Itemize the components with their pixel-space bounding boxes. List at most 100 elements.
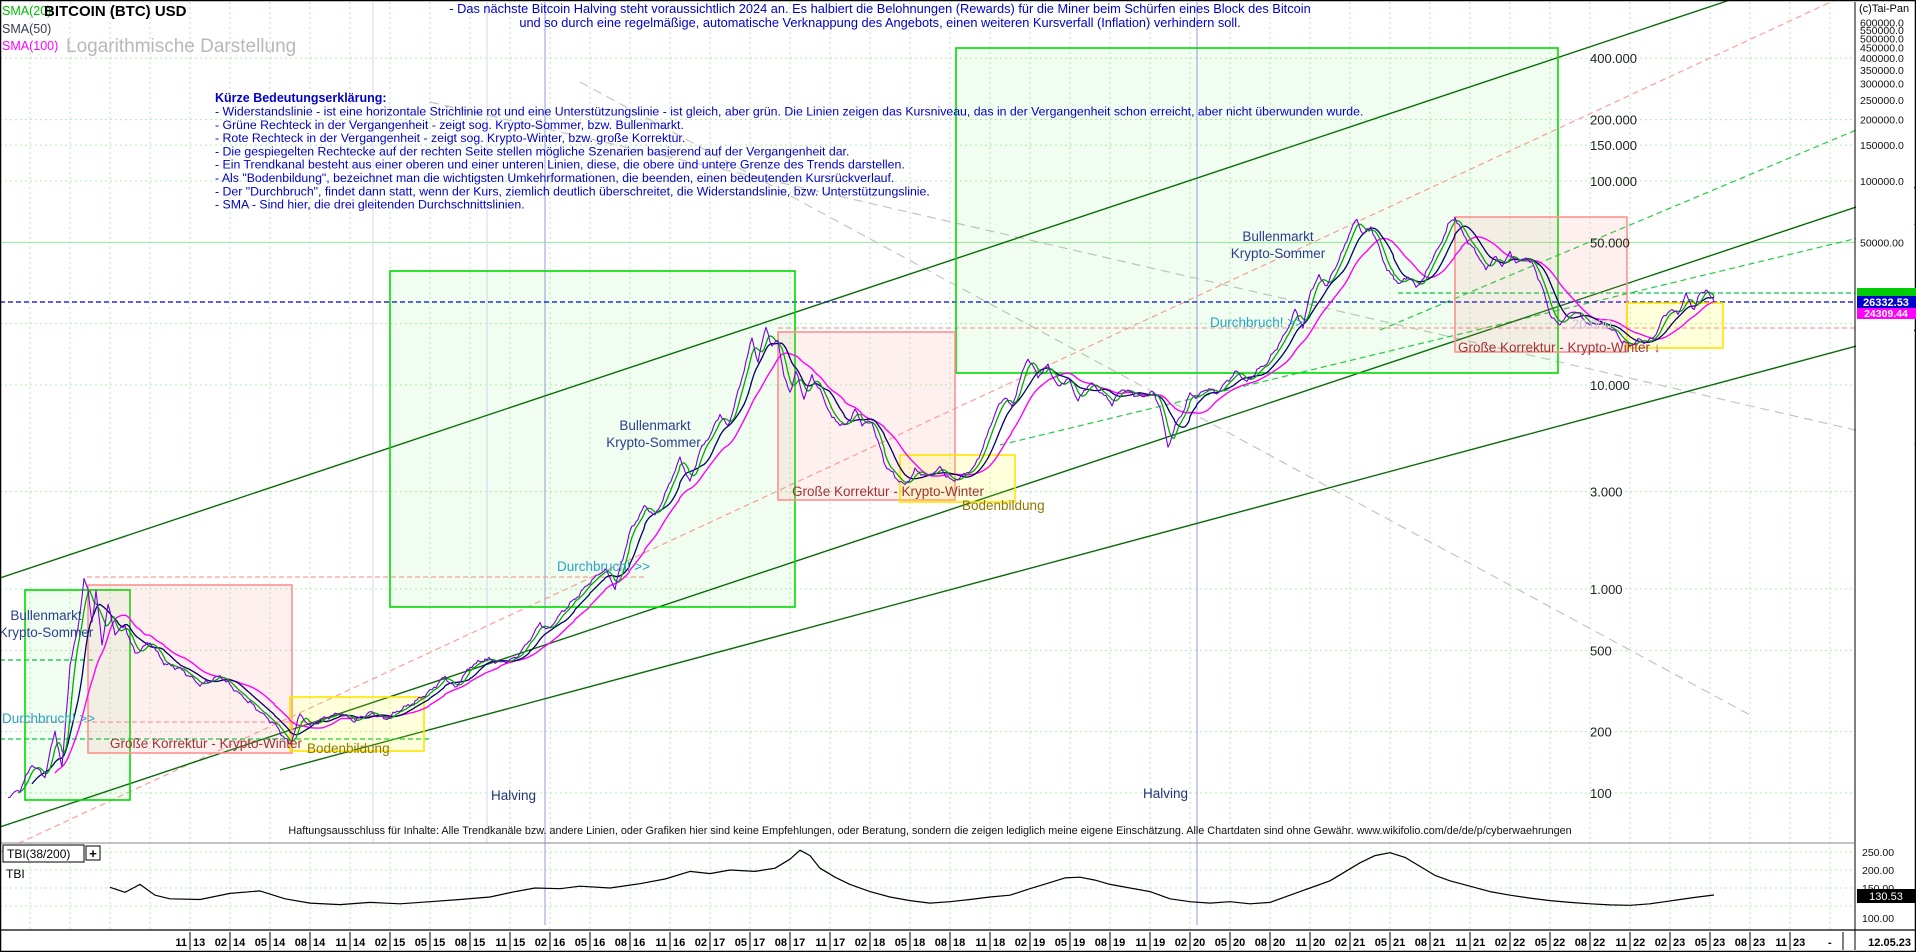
bull-market-rect bbox=[955, 47, 1559, 374]
price-scale-label: 100 bbox=[1590, 786, 1612, 801]
date-tick-month: 02 bbox=[535, 937, 547, 949]
date-tick-month: 02 bbox=[1335, 937, 1347, 949]
date-tick-month: 08 bbox=[615, 937, 627, 949]
tbi-plus-button[interactable] bbox=[85, 845, 101, 861]
date-tick-month: 11 bbox=[495, 937, 507, 949]
date-tick-month: 08 bbox=[1415, 937, 1427, 949]
date-tick-month: 02 bbox=[1175, 937, 1187, 949]
date-tick-month: 08 bbox=[935, 937, 947, 949]
tbi-indicator-box[interactable] bbox=[2, 844, 85, 863]
crypto-winter-rect bbox=[777, 331, 956, 501]
date-tick-year: 20 bbox=[1193, 937, 1205, 949]
date-tick-year: 23 bbox=[1753, 937, 1765, 949]
halving-note-line1: - Das nächste Bitcoin Halving steht vora… bbox=[449, 1, 1310, 16]
date-tick-year: 19 bbox=[1153, 937, 1165, 949]
bodenbildung-rect bbox=[289, 696, 425, 752]
date-tick-month: 08 bbox=[1735, 937, 1747, 949]
date-tick-year: 23 bbox=[1673, 937, 1685, 949]
date-tick-month: 11 bbox=[175, 937, 187, 949]
annotation-darkred: Große Korrektur - Krypto-Winter bbox=[792, 484, 985, 499]
explanation-line: - Die gespiegelten Rechtecke auf der rec… bbox=[215, 144, 849, 158]
annotation-navy: Bullenmarkt bbox=[1242, 229, 1314, 244]
date-tick-year: 14 bbox=[273, 937, 286, 949]
explanation-line: - Als "Bodenbildung", bezeichnet man die… bbox=[215, 171, 894, 185]
date-tick-year: 15 bbox=[433, 937, 445, 949]
price-scale-label: 1.000 bbox=[1590, 582, 1623, 597]
date-tick-month: 05 bbox=[895, 937, 907, 949]
price-scale-label: 10.000 bbox=[1590, 378, 1630, 393]
date-tick-year: 16 bbox=[593, 937, 605, 949]
date-tick-year: 18 bbox=[993, 937, 1005, 949]
date-tick-year: 19 bbox=[1113, 937, 1125, 949]
right-axis-label: 50000.00 bbox=[1860, 237, 1904, 249]
date-tick-year: 17 bbox=[833, 937, 845, 949]
date-tick-month: 11 bbox=[1775, 937, 1787, 949]
tbi-line bbox=[109, 849, 1715, 906]
disclaimer-text: Haftungsausschluss für Inhalte: Alle Tre… bbox=[288, 825, 1571, 837]
date-tick-month: 05 bbox=[1215, 937, 1227, 949]
tbi-indicator-label[interactable]: TBI(38/200) bbox=[7, 847, 70, 861]
date-tick-month: 02 bbox=[1015, 937, 1027, 949]
date-tick-month: 11 bbox=[1295, 937, 1307, 949]
price-scale-label: 200.000 bbox=[1590, 113, 1637, 128]
tbi-scale-label: 200.00 bbox=[1862, 865, 1894, 877]
date-tick-month: 02 bbox=[215, 937, 227, 949]
date-tick-year: 15 bbox=[513, 937, 525, 949]
date-tick-month: 02 bbox=[375, 937, 387, 949]
date-axis-last-date: 12.05.23 bbox=[1868, 937, 1911, 949]
annotation-halving: Halving bbox=[491, 788, 536, 803]
price-scale-label-faint: 20.000 bbox=[1572, 317, 1612, 332]
date-tick-year: 19 bbox=[1073, 937, 1085, 949]
current-price-marker-box bbox=[1857, 296, 1916, 308]
right-axis-label: 200000.0 bbox=[1860, 115, 1904, 127]
date-tick-year: 20 bbox=[1313, 937, 1325, 949]
right-axis-label: 500000.0 bbox=[1860, 33, 1904, 45]
date-tick-month: 02 bbox=[1495, 937, 1507, 949]
right-axis-label: 450000.0 bbox=[1860, 43, 1904, 55]
green-trend-dash-line bbox=[999, 223, 1916, 446]
date-tick-year: 18 bbox=[953, 937, 965, 949]
date-tick-month: 11 bbox=[815, 937, 827, 949]
explanation-line: - Der "Durchbruch", findet dann statt, w… bbox=[215, 184, 930, 198]
annotation-cyan: Durchbruch! >> bbox=[557, 559, 650, 574]
date-tick-year: 19 bbox=[1033, 937, 1045, 949]
date-tick-year: 14 bbox=[353, 937, 366, 949]
date-tick-month: 08 bbox=[1255, 937, 1267, 949]
date-tick-month: 11 bbox=[1455, 937, 1467, 949]
date-tick-month: 05 bbox=[735, 937, 747, 949]
legend-sma100: SMA(100) bbox=[2, 39, 58, 53]
right-axis-strip bbox=[1856, 2, 1914, 950]
legend-sma50: SMA(50) bbox=[2, 22, 51, 36]
price-scale-label: 200 bbox=[1590, 725, 1612, 740]
date-tick-month: 11 bbox=[1135, 937, 1147, 949]
price-scale-label: 500 bbox=[1590, 643, 1612, 658]
explanation-line: - Rote Rechteck in der Vergangenheit - z… bbox=[215, 131, 685, 145]
tbi-last-value-box bbox=[1857, 889, 1916, 903]
tbi-plus-icon[interactable]: + bbox=[89, 846, 97, 861]
date-tick-month: 08 bbox=[775, 937, 787, 949]
trend-channel-line bbox=[0, 0, 1731, 579]
date-tick-month: 05 bbox=[575, 937, 587, 949]
date-tick-year: 21 bbox=[1393, 937, 1405, 949]
date-axis-dash: - bbox=[1828, 937, 1832, 949]
tbi-short-label: TBI bbox=[6, 867, 25, 881]
explanation-line: - Ein Trendkanal besteht aus einer obere… bbox=[215, 158, 905, 172]
tbi-scale-label: 100.00 bbox=[1862, 913, 1894, 925]
date-tick-month: 08 bbox=[455, 937, 467, 949]
current-price-marker: 26332.53 bbox=[1863, 297, 1909, 309]
annotation-darkred: Große Korrektur - Krypto-Winter ↓ bbox=[1458, 340, 1661, 355]
date-tick-year: 17 bbox=[713, 937, 725, 949]
date-tick-year: 18 bbox=[913, 937, 925, 949]
date-tick-year: 23 bbox=[1713, 937, 1725, 949]
date-tick-year: 20 bbox=[1273, 937, 1285, 949]
green-trend-dash-line bbox=[1379, 119, 1881, 331]
halving-note-line2: und so durch eine regelmäßige, automatis… bbox=[519, 15, 1240, 30]
date-tick-month: 05 bbox=[1055, 937, 1067, 949]
annotation-navy: Bullenmarkt bbox=[619, 418, 691, 433]
annotation-olive: Bodenbildung bbox=[962, 498, 1045, 513]
annotation-navy: Bullenmarkt bbox=[10, 608, 82, 623]
price-scale-label: 50.000 bbox=[1590, 235, 1630, 250]
date-tick-year: 15 bbox=[473, 937, 485, 949]
